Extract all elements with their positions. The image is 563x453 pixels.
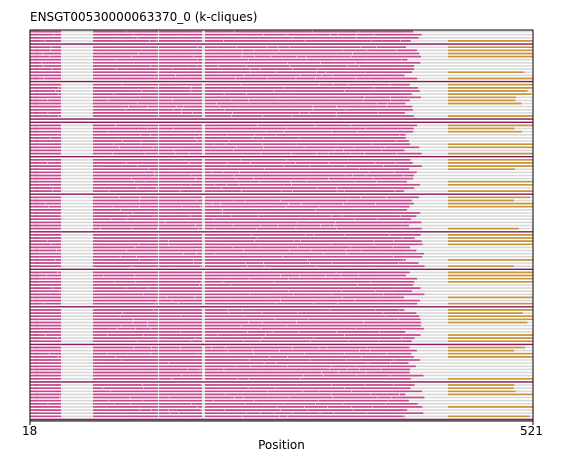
x-axis-label: Position xyxy=(258,438,305,452)
axes-frame xyxy=(29,29,534,422)
x-tick-label-end: 521 xyxy=(520,424,543,438)
x-tick-label-start: 18 xyxy=(22,424,38,438)
chart-title: ENSGT00530000063370_0 (k-cliques) xyxy=(30,10,258,24)
